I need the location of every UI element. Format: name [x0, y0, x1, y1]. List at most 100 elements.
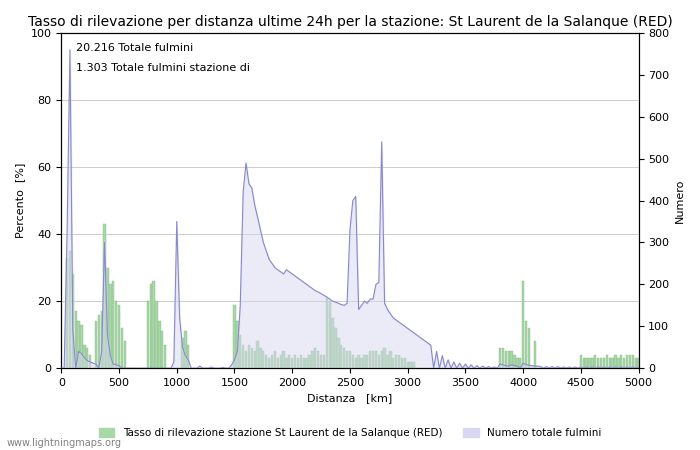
Bar	[626, 355, 628, 368]
Bar	[407, 361, 409, 368]
Bar	[384, 348, 386, 368]
Bar	[392, 358, 394, 368]
Bar	[112, 281, 114, 368]
Bar	[302, 358, 305, 368]
Text: www.lightningmaps.org: www.lightningmaps.org	[7, 438, 122, 448]
Bar	[101, 311, 103, 368]
Bar	[259, 348, 262, 368]
Bar	[377, 355, 380, 368]
Bar	[276, 358, 279, 368]
Bar	[187, 345, 190, 368]
Bar	[317, 351, 319, 368]
Bar	[253, 351, 256, 368]
Bar	[404, 358, 406, 368]
Bar	[615, 355, 617, 368]
Bar	[78, 321, 80, 368]
Bar	[279, 355, 282, 368]
Bar	[351, 355, 354, 368]
Bar	[268, 358, 270, 368]
Bar	[326, 298, 328, 368]
Bar	[606, 355, 608, 368]
Bar	[300, 355, 302, 368]
Bar	[328, 301, 331, 368]
Bar	[248, 345, 250, 368]
Bar	[86, 348, 88, 368]
Bar	[320, 355, 322, 368]
X-axis label: Distanza   [km]: Distanza [km]	[307, 393, 393, 404]
Bar	[533, 342, 536, 368]
Bar	[389, 351, 391, 368]
Bar	[184, 331, 187, 368]
Bar	[251, 348, 253, 368]
Bar	[94, 321, 97, 368]
Bar	[386, 355, 389, 368]
Bar	[502, 348, 504, 368]
Bar	[337, 338, 340, 368]
Bar	[623, 358, 625, 368]
Bar	[499, 348, 501, 368]
Bar	[608, 358, 611, 368]
Bar	[617, 358, 620, 368]
Bar	[335, 328, 337, 368]
Bar	[349, 351, 351, 368]
Bar	[603, 358, 605, 368]
Bar	[366, 355, 368, 368]
Bar	[282, 351, 285, 368]
Bar	[629, 355, 631, 368]
Bar	[631, 355, 634, 368]
Legend: Tasso di rilevazione stazione St Laurent de la Salanque (RED), Numero totale ful: Tasso di rilevazione stazione St Laurent…	[94, 424, 606, 442]
Bar	[83, 345, 85, 368]
Bar	[635, 358, 637, 368]
Bar	[355, 358, 357, 368]
Bar	[585, 358, 588, 368]
Bar	[374, 351, 377, 368]
Bar	[286, 358, 288, 368]
Bar	[294, 355, 296, 368]
Bar	[181, 338, 183, 368]
Bar	[620, 355, 622, 368]
Bar	[519, 358, 522, 368]
Bar	[398, 355, 400, 368]
Bar	[147, 301, 149, 368]
Bar	[115, 301, 118, 368]
Bar	[314, 348, 316, 368]
Bar	[274, 351, 276, 368]
Bar	[513, 355, 516, 368]
Bar	[582, 358, 585, 368]
Bar	[66, 257, 68, 368]
Bar	[242, 345, 244, 368]
Bar	[343, 348, 345, 368]
Bar	[508, 351, 510, 368]
Bar	[522, 281, 524, 368]
Bar	[75, 311, 77, 368]
Bar	[332, 318, 334, 368]
Bar	[358, 355, 360, 368]
Bar	[600, 358, 602, 368]
Bar	[323, 355, 325, 368]
Bar	[594, 355, 596, 368]
Text: 1.303 Totale fulmini stazione di: 1.303 Totale fulmini stazione di	[76, 63, 250, 73]
Bar	[153, 281, 155, 368]
Bar	[161, 331, 164, 368]
Bar	[363, 355, 365, 368]
Bar	[312, 351, 314, 368]
Bar	[592, 358, 594, 368]
Bar	[360, 358, 363, 368]
Bar	[124, 342, 126, 368]
Bar	[612, 358, 614, 368]
Bar	[271, 355, 273, 368]
Bar	[164, 345, 167, 368]
Bar	[109, 284, 111, 368]
Bar	[528, 328, 530, 368]
Bar	[516, 358, 519, 368]
Bar	[369, 351, 371, 368]
Bar	[69, 251, 71, 368]
Bar	[118, 305, 120, 368]
Bar	[158, 321, 160, 368]
Bar	[410, 361, 412, 368]
Bar	[236, 321, 239, 368]
Bar	[580, 355, 582, 368]
Bar	[120, 328, 123, 368]
Bar	[239, 335, 241, 368]
Bar	[510, 351, 512, 368]
